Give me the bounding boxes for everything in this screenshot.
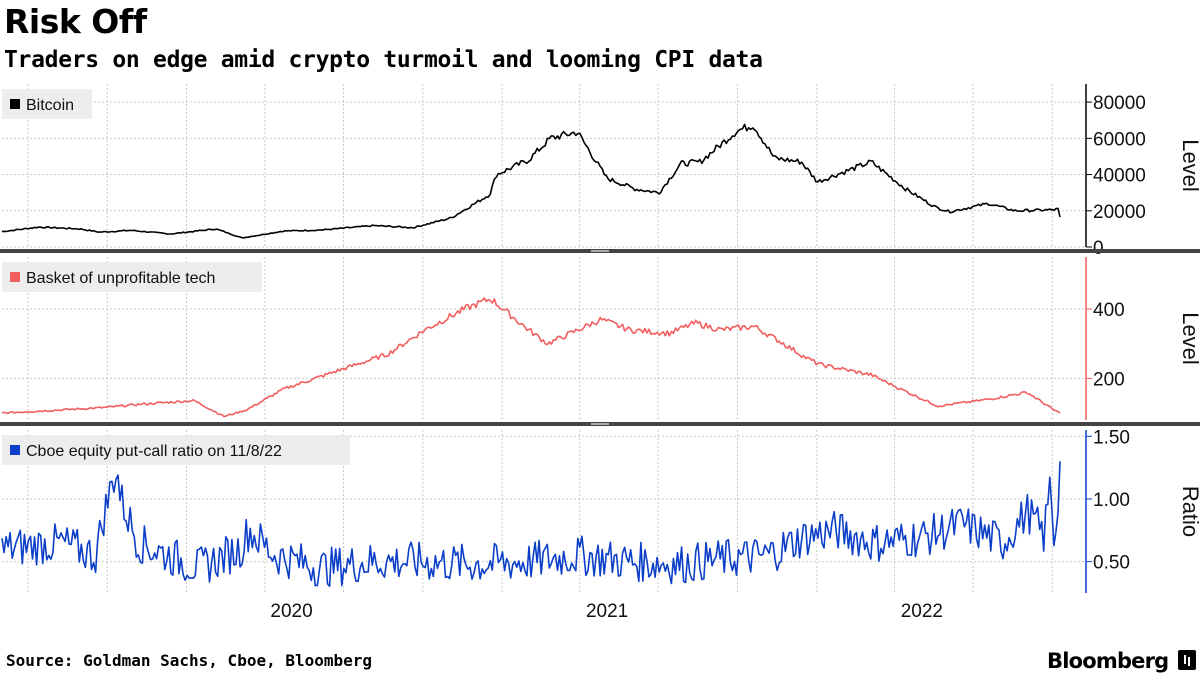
y-tick-label: 400 <box>1093 300 1125 321</box>
legend-label: Cboe equity put-call ratio on 11/8/22 <box>26 443 282 460</box>
y-tick-label: 0 <box>1093 238 1104 259</box>
y-tick-label: 0.50 <box>1093 553 1130 574</box>
legend-box <box>2 262 262 292</box>
legend-swatch <box>10 272 20 282</box>
x-tick-label: 2022 <box>901 601 943 622</box>
y-axis-label: Level <box>1178 139 1200 192</box>
separator-handle <box>591 250 609 252</box>
legend-label: Basket of unprofitable tech <box>26 270 215 287</box>
y-tick-label: 40000 <box>1093 166 1146 187</box>
series-line <box>1 461 1061 588</box>
y-tick-label: 1.50 <box>1093 427 1130 448</box>
chart-title: Risk Off <box>4 2 147 41</box>
y-axis-label: Level <box>1178 312 1200 365</box>
y-tick-label: 200 <box>1093 369 1125 390</box>
legend-box <box>2 435 350 465</box>
legend-label: Bitcoin <box>26 97 74 114</box>
series-line <box>2 297 1061 418</box>
chart-subtitle: Traders on edge amid crypto turmoil and … <box>4 47 763 73</box>
bloomberg-terminal-icon <box>1178 650 1196 670</box>
separator-handle <box>591 423 609 425</box>
x-tick-label: 2020 <box>270 601 312 622</box>
x-tick-label: 2021 <box>586 601 628 622</box>
y-tick-label: 80000 <box>1093 93 1146 114</box>
y-tick-label: 20000 <box>1093 202 1146 223</box>
y-axis-label: Ratio <box>1178 486 1200 537</box>
legend-swatch <box>10 445 20 455</box>
bloomberg-logo: Bloomberg <box>1047 649 1169 673</box>
source-note: Source: Goldman Sachs, Cboe, Bloomberg <box>6 651 373 670</box>
legend-swatch <box>10 99 20 109</box>
y-tick-label: 60000 <box>1093 129 1146 150</box>
series-line <box>1 123 1061 239</box>
y-tick-label: 1.00 <box>1093 490 1130 511</box>
